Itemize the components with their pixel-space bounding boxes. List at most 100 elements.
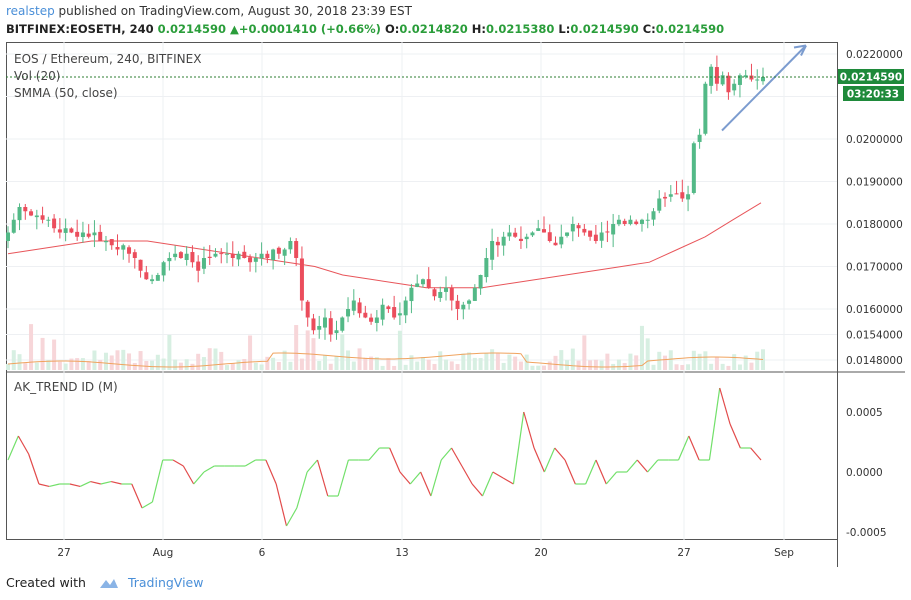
price-tick-label: 0.0200000 bbox=[846, 134, 903, 146]
candle-body bbox=[380, 304, 385, 320]
candle-body bbox=[127, 247, 132, 254]
volume-bar bbox=[541, 365, 546, 370]
volume-bar bbox=[709, 363, 714, 370]
candle-body bbox=[674, 193, 679, 195]
candle-body bbox=[121, 245, 126, 250]
time-tick-label: Sep bbox=[774, 547, 794, 559]
publish-header: realstep published on TradingView.com, A… bbox=[6, 4, 412, 18]
candle-body bbox=[155, 275, 160, 281]
volume-bar bbox=[167, 334, 172, 370]
chart-area[interactable]: 0.0148000 0.0154000 0.0160000 0.0170000 0.01… bbox=[6, 42, 905, 567]
candle-body bbox=[605, 231, 610, 233]
oscillator-segment bbox=[533, 447, 545, 473]
trend-line-drawing[interactable] bbox=[721, 44, 807, 132]
oscillator-segment bbox=[193, 471, 205, 485]
oscillator-segment bbox=[17, 435, 30, 455]
candle-body bbox=[743, 75, 748, 78]
oscillator-segment bbox=[409, 471, 422, 485]
volume-bar bbox=[63, 363, 68, 370]
candle-body bbox=[363, 312, 368, 318]
indicator-legend[interactable]: AK_TREND ID (M) bbox=[14, 380, 118, 394]
plot-frame bbox=[6, 42, 838, 540]
volume-bar bbox=[449, 361, 454, 370]
oscillator-segment bbox=[151, 459, 164, 503]
volume-bar bbox=[271, 357, 276, 370]
volume-bar bbox=[634, 355, 639, 370]
candle-body bbox=[501, 236, 506, 246]
volume-bar bbox=[732, 354, 737, 370]
oscillator-segment bbox=[543, 447, 556, 473]
candle-body bbox=[616, 219, 621, 225]
oscillator-segment bbox=[38, 483, 50, 487]
change-arrow-icon: ▲ bbox=[230, 22, 239, 36]
volume-bar bbox=[507, 354, 512, 370]
candle-body bbox=[570, 224, 575, 232]
price-tick-label: 0.0180000 bbox=[846, 219, 903, 231]
oscillator-segment bbox=[306, 459, 318, 473]
candle-body bbox=[455, 300, 460, 309]
candle-body bbox=[426, 279, 431, 288]
price-chart-svg[interactable]: 0.0148000 0.0154000 0.0160000 0.0170000 0.01… bbox=[6, 42, 905, 567]
volume-bar bbox=[317, 361, 322, 370]
candle-body bbox=[282, 249, 287, 256]
oscillator-segment bbox=[430, 459, 442, 497]
candle-body bbox=[553, 242, 558, 246]
countdown-text: 03:20:33 bbox=[847, 88, 899, 100]
candle-body bbox=[11, 219, 16, 233]
oscillator-segment bbox=[203, 465, 215, 473]
volume-ma-line bbox=[7, 352, 764, 368]
open-value: 0.0214820 bbox=[399, 22, 468, 36]
candle-body bbox=[357, 302, 362, 314]
volume-bar bbox=[155, 354, 160, 370]
candle-body bbox=[6, 232, 10, 241]
candle-body bbox=[242, 251, 247, 258]
volume-bar bbox=[127, 353, 132, 370]
smma-legend[interactable]: SMMA (50, close) bbox=[14, 86, 118, 100]
price-tick-label: 0.0154000 bbox=[846, 330, 903, 342]
candle-body bbox=[322, 317, 327, 328]
candle-body bbox=[299, 258, 304, 301]
candle-body bbox=[144, 272, 149, 280]
main-series-legend[interactable]: EOS / Ethereum, 240, BITFINEX bbox=[14, 52, 202, 66]
oscillator-segment bbox=[316, 459, 329, 497]
volume-bar bbox=[472, 357, 477, 370]
oscillator-segment bbox=[337, 459, 349, 497]
volume-bar bbox=[409, 355, 414, 370]
volume-bar bbox=[518, 361, 523, 370]
volume-bar bbox=[75, 358, 80, 370]
candle-body bbox=[697, 134, 702, 142]
volume-bar bbox=[213, 348, 218, 370]
candle-body bbox=[40, 215, 45, 220]
volume-bar bbox=[645, 338, 650, 370]
volume-bar bbox=[369, 356, 374, 370]
candle-body bbox=[167, 258, 172, 262]
oscillator-segment bbox=[440, 447, 453, 461]
oscillator-segment bbox=[368, 447, 380, 461]
oscillator-segment bbox=[182, 465, 195, 485]
volume-ma-path bbox=[7, 352, 764, 368]
candle-body bbox=[737, 75, 742, 85]
volume-bar bbox=[115, 350, 120, 370]
volume-bar bbox=[265, 356, 270, 370]
volume-bar bbox=[340, 334, 345, 370]
volume-bar bbox=[461, 353, 466, 370]
trend-line bbox=[721, 44, 807, 132]
candle-body bbox=[392, 307, 397, 318]
tradingview-brand-link[interactable]: TradingView bbox=[127, 575, 204, 590]
volume-bar bbox=[236, 360, 241, 370]
volume-bar bbox=[588, 360, 593, 370]
volume-bar bbox=[11, 350, 16, 370]
volume-bar bbox=[495, 353, 500, 370]
candle-body bbox=[680, 192, 685, 199]
volume-bar bbox=[392, 365, 397, 370]
author-link[interactable]: realstep bbox=[6, 4, 55, 18]
candle-body bbox=[190, 252, 195, 263]
grid bbox=[6, 42, 837, 540]
candle-body bbox=[386, 306, 391, 309]
volume-legend[interactable]: Vol (20) bbox=[14, 69, 61, 83]
volume-bar bbox=[680, 364, 685, 370]
candle-body bbox=[138, 259, 143, 271]
candle-body bbox=[80, 232, 85, 238]
volume-bar bbox=[109, 355, 114, 370]
oscillator-segment bbox=[141, 501, 153, 509]
